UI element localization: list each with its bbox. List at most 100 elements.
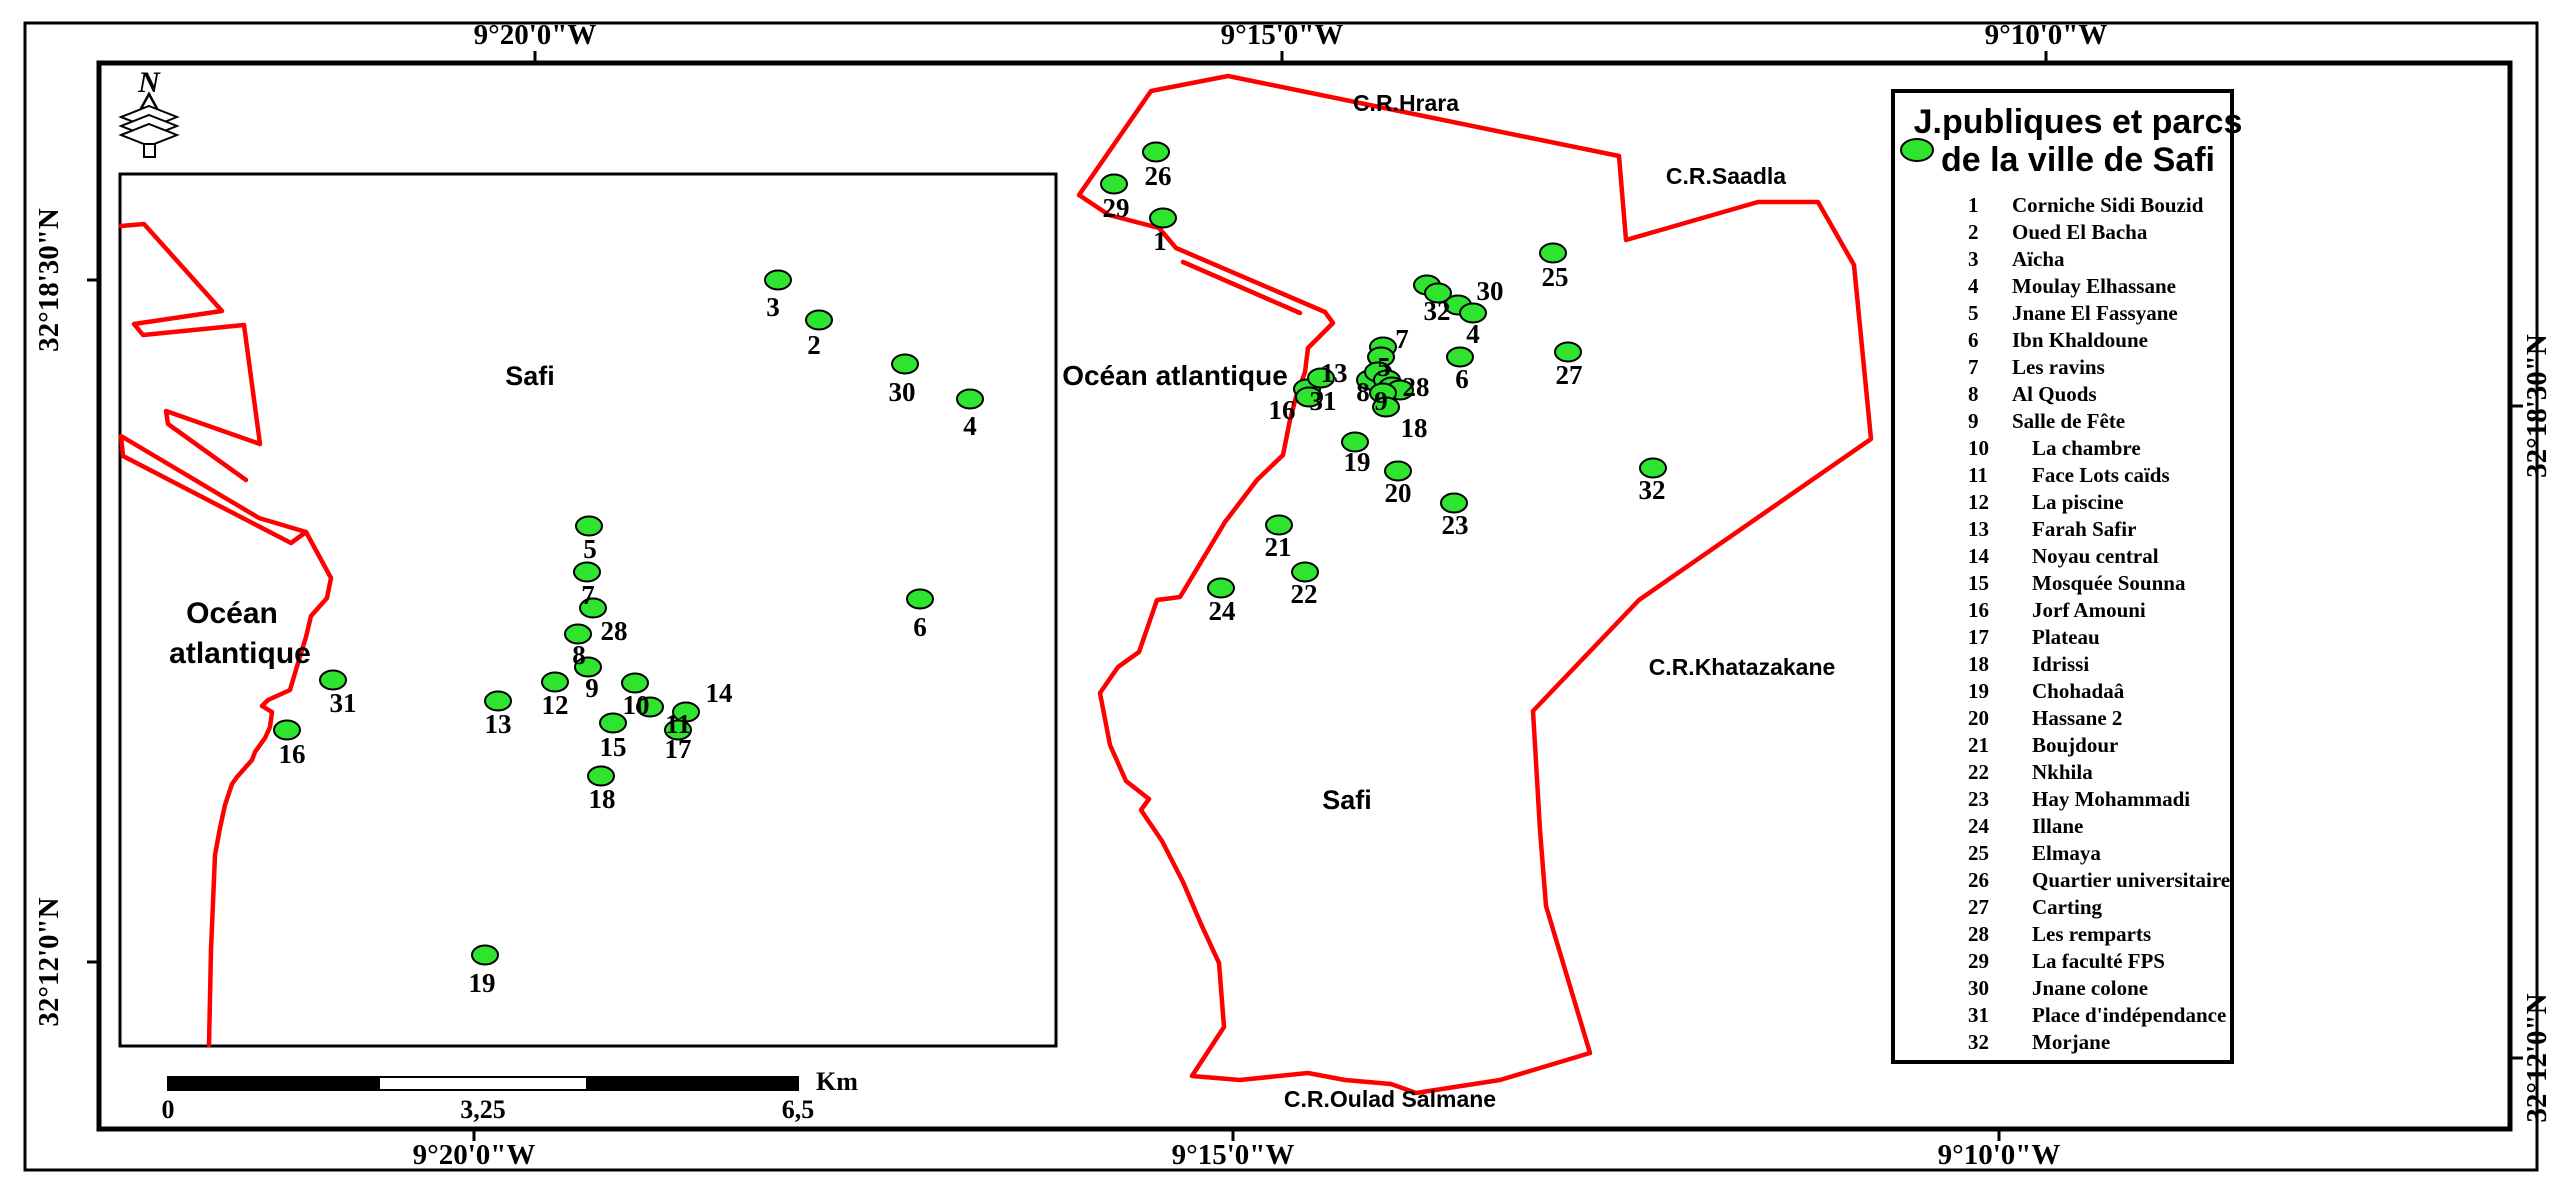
legend-item-number-4: 4: [1968, 274, 1979, 298]
legend-item-name-2: Oued El Bacha: [2012, 220, 2148, 244]
legend-item-name-16: Jorf Amouni: [2032, 598, 2146, 622]
legend-item-number-10: 10: [1968, 436, 1989, 460]
longitude-label-bottom: 9°15'0"W: [1172, 1139, 1295, 1171]
legend-item-number-26: 26: [1968, 868, 1989, 892]
main-park-number-8: 8: [1356, 377, 1370, 407]
inset-place-label: Océan: [186, 597, 278, 630]
inset-park-dot: [484, 690, 512, 712]
legend-item-name-27: Carting: [2032, 895, 2102, 919]
main-park-dot: [1100, 173, 1128, 195]
main-park-number-27: 27: [1556, 360, 1583, 390]
legend-item-name-17: Plateau: [2032, 625, 2100, 649]
inset-park-dot: [573, 561, 601, 583]
main-park-dot: [1341, 431, 1369, 453]
legend-item-number-14: 14: [1968, 544, 1990, 568]
main-place-label: C.R.Oulad Salmane: [1284, 1086, 1496, 1112]
legend-symbol-dot: [1900, 138, 1934, 162]
inset-park-dot: [575, 515, 603, 537]
legend-item-number-31: 31: [1968, 1003, 1989, 1027]
inset-park-dot: [579, 597, 607, 619]
commune-boundary: [1076, 73, 1874, 1096]
legend-item-name-10: La chambre: [2032, 436, 2141, 460]
legend-item-name-28: Les remparts: [2032, 922, 2151, 946]
graticule-labels: 9°20'0"W 9°15'0"W 9°10'0"W 9°20'0"W 9°15'0"W…: [33, 19, 2553, 1171]
main-park-dot: [1142, 141, 1170, 163]
inset-park-dots: [273, 269, 984, 966]
main-park-number-31: 31: [1310, 386, 1337, 416]
latitude-label-left: 32°12'0"N: [33, 897, 65, 1026]
main-park-number-16: 16: [1269, 395, 1296, 425]
longitude-label-bottom: 9°10'0"W: [1938, 1139, 2061, 1171]
legend-item-number-6: 6: [1968, 328, 1979, 352]
main-park-dot: [1207, 577, 1235, 599]
main-park-number-32: 32: [1639, 475, 1666, 505]
legend-item-name-7: Les ravins: [2012, 355, 2105, 379]
legend-item-number-11: 11: [1968, 463, 1988, 487]
inset-park-dot: [906, 588, 934, 610]
main-park-number-18: 18: [1401, 413, 1428, 443]
legend-item-name-13: Farah Safir: [2032, 517, 2136, 541]
legend-item-name-24: Illane: [2032, 814, 2083, 838]
inset-park-dot: [319, 669, 347, 691]
main-park-dot: [1539, 242, 1567, 264]
main-park-dot: [1446, 346, 1474, 368]
main-park-dot: [1424, 282, 1452, 304]
main-park-number-7: 7: [1395, 324, 1409, 354]
inset-coastline-jetty: [118, 433, 309, 546]
legend-item-name-12: La piscine: [2032, 490, 2124, 514]
legend-item-number-20: 20: [1968, 706, 1989, 730]
legend-item-number-8: 8: [1968, 382, 1979, 406]
inset-place-label: atlantique: [169, 637, 311, 670]
main-park-number-9: 9: [1374, 386, 1388, 416]
legend-item-name-25: Elmaya: [2032, 841, 2101, 865]
inset-park-dot: [956, 388, 984, 410]
legend-item-name-6: Ibn Khaldoune: [2012, 328, 2148, 352]
inset-park-number-31: 31: [330, 688, 357, 718]
main-park-number-24: 24: [1209, 596, 1236, 626]
inset-park-number-5: 5: [583, 534, 597, 564]
main-park-number-23: 23: [1442, 510, 1469, 540]
legend-item-name-4: Moulay Elhassane: [2012, 274, 2176, 298]
legend-item-number-32: 32: [1968, 1030, 1989, 1054]
legend-item-name-26: Quartier universitaire: [2032, 868, 2230, 892]
legend-item-number-27: 27: [1968, 895, 1989, 919]
legend-item-name-5: Jnane El Fassyane: [2012, 301, 2178, 325]
inset-park-number-15: 15: [600, 732, 627, 762]
legend-item-number-21: 21: [1968, 733, 1989, 757]
legend-item-name-21: Boujdour: [2032, 733, 2118, 757]
main-park-dot: [1295, 386, 1323, 408]
inset-park-dot: [587, 765, 615, 787]
main-place-label: C.R.Saadla: [1666, 163, 1786, 189]
legend-item-number-30: 30: [1968, 976, 1989, 1000]
main-park-dot: [1265, 514, 1293, 536]
inset-place-label: Safi: [505, 361, 555, 391]
legend-item-number-13: 13: [1968, 517, 1989, 541]
legend-item-number-24: 24: [1968, 814, 1990, 838]
legend-item-name-11: Face Lots caïds: [2032, 463, 2170, 487]
main-park-dots: [1100, 141, 1667, 599]
inset-park-dot: [621, 672, 649, 694]
legend-item-name-31: Place d'indépendance: [2032, 1003, 2226, 1027]
main-park-dot: [1459, 302, 1487, 324]
main-park-number-4: 4: [1466, 319, 1480, 349]
legend-item-name-1: Corniche Sidi Bouzid: [2012, 193, 2204, 217]
latitude-label-right: 32°18'30"N: [2521, 334, 2553, 478]
inset-park-number-13: 13: [485, 709, 512, 739]
main-park-number-26: 26: [1145, 161, 1172, 191]
inset-park-number-12: 12: [542, 690, 569, 720]
inset-park-number-30: 30: [889, 377, 916, 407]
main-park-number-5: 5: [1377, 352, 1391, 382]
main-park-number-32: 32: [1424, 296, 1451, 326]
longitude-label-top: 9°20'0"W: [474, 19, 597, 51]
inset-park-number-8: 8: [572, 640, 586, 670]
legend-item-name-15: Mosquée Sounna: [2032, 571, 2186, 595]
main-park-numbers: 26 29 1 25 30 32 4 75 13 6 27 8 28 9 31 16 18 19 20 23 32 21 2…: [1103, 161, 1666, 626]
legend-item-name-22: Nkhila: [2032, 760, 2093, 784]
map-layers-icon: [118, 104, 180, 158]
legend-title-line2: de la ville de Safi: [1941, 141, 2215, 179]
legend-item-number-7: 7: [1968, 355, 1979, 379]
scale-value-0: 0: [162, 1095, 175, 1124]
legend-item-number-18: 18: [1968, 652, 1989, 676]
legend-item-number-22: 22: [1968, 760, 1989, 784]
